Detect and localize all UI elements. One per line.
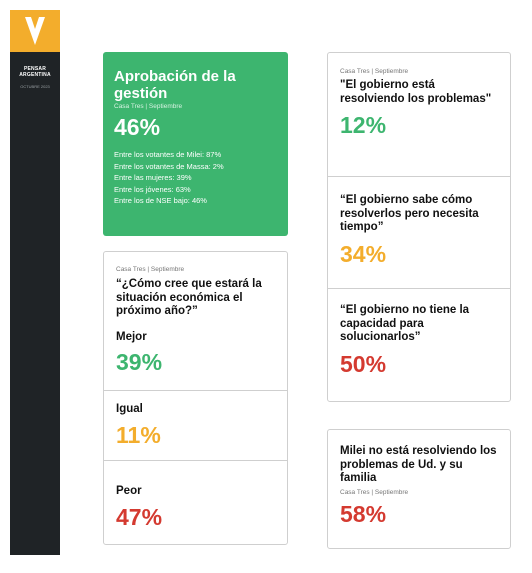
economy-header: Casa Tres | Septiembre “¿Cómo cree que e… bbox=[104, 252, 287, 390]
economy-card: Casa Tres | Septiembre “¿Cómo cree que e… bbox=[103, 251, 288, 545]
option-value-mejor: 39% bbox=[116, 348, 163, 375]
option-label-mejor: Mejor bbox=[116, 330, 147, 343]
option-peor: Peor 47% bbox=[104, 460, 287, 544]
statement-value: 50% bbox=[340, 350, 387, 377]
sidebar: PENSAR ARGENTINA OCTUBRE 2023 bbox=[10, 10, 60, 555]
option-value-peor: 47% bbox=[116, 504, 163, 530]
option-igual: Igual 11% bbox=[104, 390, 287, 460]
approval-detail: Entre los votantes de Massa: 2% bbox=[114, 161, 224, 171]
statement-text: "El gobierno está resolviendo los proble… bbox=[340, 79, 492, 105]
approval-detail: Entre las mujeres: 39% bbox=[114, 173, 192, 182]
statement-needs-time: “El gobierno sabe cómo resolverlos pero … bbox=[328, 176, 510, 288]
statement-text: “El gobierno no tiene la capacidad para … bbox=[340, 304, 470, 343]
milei-value: 58% bbox=[340, 500, 387, 527]
statement-value: 12% bbox=[340, 112, 387, 138]
approval-card: Aprobación de la gestión Casa Tres | Sep… bbox=[103, 52, 288, 236]
option-label-igual: Igual bbox=[116, 403, 143, 415]
milei-statement: Milei no está resolviendo los problemas … bbox=[340, 445, 497, 484]
option-label-peor: Peor bbox=[116, 485, 142, 497]
statement-resolving: Casa Tres | Septiembre "El gobierno está… bbox=[328, 53, 510, 176]
milei-card: Milei no está resolviendo los problemas … bbox=[327, 429, 511, 549]
statement-value: 34% bbox=[340, 240, 387, 267]
sidebar-title-line2: ARGENTINA bbox=[19, 72, 51, 78]
government-card: Casa Tres | Septiembre "El gobierno está… bbox=[327, 52, 511, 402]
logo bbox=[10, 10, 60, 52]
approval-source: Casa Tres | Septiembre bbox=[114, 103, 183, 110]
approval-detail: Entre los jóvenes: 63% bbox=[114, 184, 191, 194]
sidebar-subtitle: OCTUBRE 2023 bbox=[20, 84, 50, 89]
economy-question: “¿Cómo cree que estará la situación econ… bbox=[116, 278, 262, 317]
approval-detail: Entre los de NSE bajo: 46% bbox=[114, 196, 207, 205]
approval-value: 46% bbox=[114, 114, 161, 140]
approval-title: Aprobación de la gestión bbox=[114, 68, 236, 102]
option-value-igual: 11% bbox=[116, 422, 161, 448]
milei-source: Casa Tres | Septiembre bbox=[340, 488, 409, 496]
approval-details: Entre los votantes de Milei: 87% Entre l… bbox=[114, 149, 278, 207]
logo-v-icon bbox=[25, 17, 45, 45]
statement-text: “El gobierno sabe cómo resolverlos pero … bbox=[340, 194, 479, 233]
sidebar-title: PENSAR ARGENTINA bbox=[10, 66, 60, 78]
economy-source: Casa Tres | Septiembre bbox=[116, 266, 185, 273]
approval-detail: Entre los votantes de Milei: 87% bbox=[114, 150, 222, 159]
sidebar-title-line1: PENSAR bbox=[23, 66, 47, 72]
statement-no-capacity: “El gobierno no tiene la capacidad para … bbox=[328, 288, 510, 378]
government-source: Casa Tres | Septiembre bbox=[340, 68, 409, 75]
